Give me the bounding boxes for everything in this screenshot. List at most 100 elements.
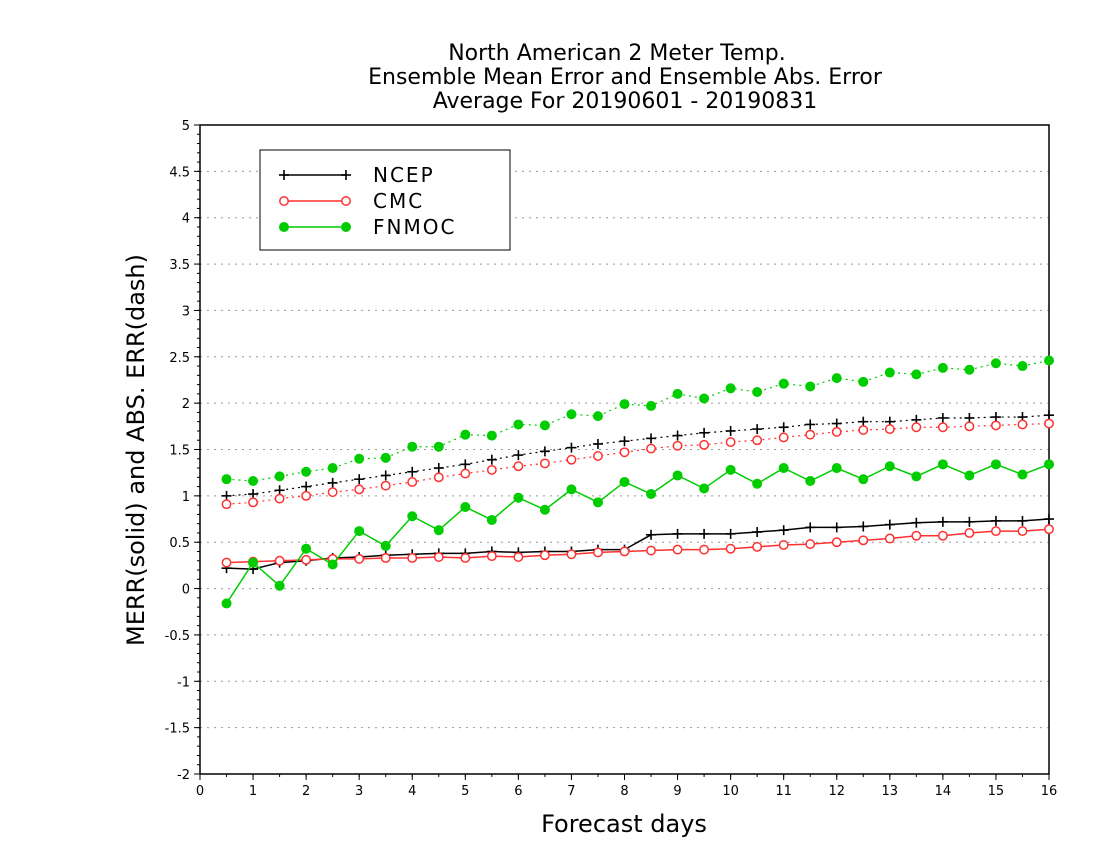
abs-err-point xyxy=(274,471,285,482)
merr-point xyxy=(221,557,232,568)
y-tick-label: -1.5 xyxy=(165,722,190,737)
x-axis-label: Forecast days xyxy=(541,810,707,838)
abs-err-point xyxy=(486,430,497,441)
merr-point xyxy=(858,521,869,532)
merr-point xyxy=(566,484,577,495)
merr-point xyxy=(937,530,948,541)
abs-err-point xyxy=(672,388,683,399)
abs-err-point xyxy=(778,378,789,389)
y-tick-label: 0.5 xyxy=(169,536,190,551)
y-tick-label: 3 xyxy=(182,304,190,319)
abs-err-point xyxy=(566,442,577,453)
abs-err-point xyxy=(407,466,418,477)
abs-err-point xyxy=(884,367,895,378)
abs-err-point xyxy=(221,474,232,485)
x-tick-label: 8 xyxy=(620,784,628,799)
merr-point xyxy=(911,530,922,541)
merr-point xyxy=(486,514,497,525)
merr-point xyxy=(1044,514,1054,525)
abs-err-point xyxy=(460,459,471,470)
abs-err-point xyxy=(805,381,816,392)
merr-point xyxy=(380,553,391,563)
abs-err-point xyxy=(221,490,232,501)
legend-marker xyxy=(341,170,351,180)
y-tick-label: 1 xyxy=(182,490,190,505)
merr-point xyxy=(672,528,683,539)
abs-err-point xyxy=(619,436,630,447)
abs-err-point xyxy=(301,490,312,501)
abs-err-point xyxy=(1017,361,1028,372)
abs-err-point xyxy=(513,461,524,472)
merr-point xyxy=(831,537,842,548)
abs-err-point xyxy=(380,470,391,481)
chart-title: North American 2 Meter Temp. Ensemble Me… xyxy=(368,41,883,114)
abs-err-point xyxy=(752,435,763,446)
abs-err-point xyxy=(884,424,895,435)
legend-marker xyxy=(279,170,289,180)
abs-err-point xyxy=(539,458,550,469)
merr-point xyxy=(805,476,816,487)
abs-err-point xyxy=(327,487,338,498)
merr-point xyxy=(513,492,524,503)
abs-err-point xyxy=(1044,418,1054,429)
merr-point xyxy=(593,547,603,558)
abs-err-point xyxy=(433,472,444,483)
merr-point xyxy=(1017,515,1028,526)
merr-point xyxy=(725,464,736,475)
merr-point xyxy=(831,522,842,533)
x-tick-label: 15 xyxy=(988,784,1005,799)
abs-err-point xyxy=(831,418,842,429)
abs-err-point xyxy=(725,437,736,448)
merr-point xyxy=(566,549,577,560)
merr-point xyxy=(274,580,285,591)
merr-point xyxy=(539,550,550,561)
abs-err-point xyxy=(513,450,524,461)
abs-err-point xyxy=(354,474,365,485)
legend-marker xyxy=(279,222,289,232)
abs-err-point xyxy=(990,420,1001,431)
abs-err-point xyxy=(248,489,259,500)
abs-err-point xyxy=(672,440,683,451)
abs-err-point xyxy=(407,477,418,487)
abs-err-point xyxy=(646,443,656,454)
series-cmc xyxy=(221,418,1054,568)
merr-point xyxy=(221,598,232,609)
abs-err-point xyxy=(805,429,816,440)
abs-err-point xyxy=(964,412,975,423)
abs-err-point xyxy=(646,400,657,411)
merr-point xyxy=(858,535,869,546)
abs-err-point xyxy=(858,425,869,435)
merr-point xyxy=(327,559,338,570)
legend-item-cmc: CMC xyxy=(279,189,422,213)
y-tick-label: -2 xyxy=(177,768,190,783)
abs-err-point xyxy=(672,430,683,441)
abs-err-point xyxy=(380,452,391,463)
merr-point xyxy=(301,554,312,565)
legend-item-ncep: NCEP xyxy=(279,163,433,187)
abs-err-point xyxy=(831,373,842,384)
abs-err-point xyxy=(699,427,710,438)
abs-err-point xyxy=(327,477,338,488)
merr-point xyxy=(433,525,444,536)
merr-point xyxy=(619,546,630,557)
merr-point xyxy=(805,522,816,533)
x-tick-label: 5 xyxy=(461,784,469,799)
merr-point xyxy=(937,516,948,527)
merr-point xyxy=(752,478,763,489)
x-tick-label: 9 xyxy=(673,784,681,799)
merr-point xyxy=(831,463,842,474)
merr-point xyxy=(460,553,471,563)
abs-err-point xyxy=(354,484,365,495)
merr-point xyxy=(699,544,710,555)
series-abs-err-line xyxy=(226,359,1050,482)
merr-point xyxy=(778,540,789,550)
merr-point xyxy=(858,474,869,485)
y-tick-label: 2 xyxy=(182,397,190,412)
abs-err-point xyxy=(752,424,763,435)
abs-err-point xyxy=(539,446,550,457)
abs-err-point xyxy=(566,454,577,465)
series-layer xyxy=(221,355,1054,609)
y-tick-label: 5 xyxy=(182,119,190,134)
y-tick-label: 2.5 xyxy=(169,351,190,366)
